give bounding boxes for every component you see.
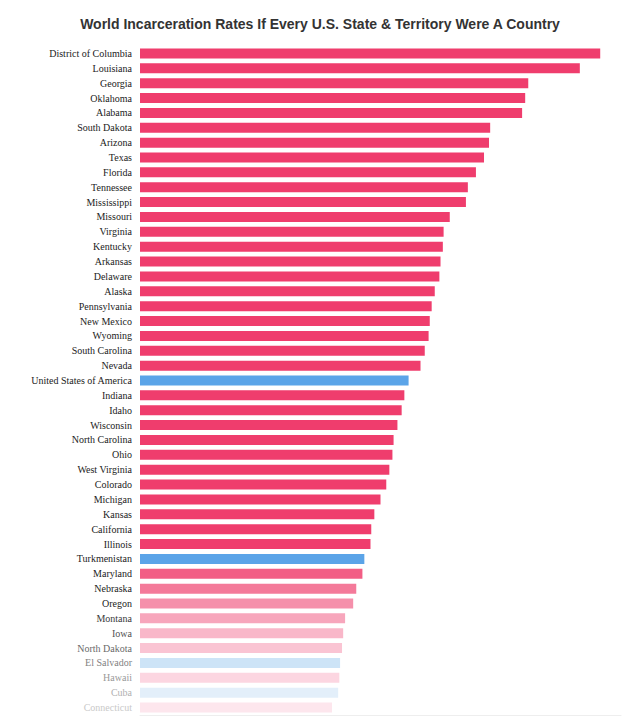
svg-text:Montana: Montana bbox=[96, 613, 132, 624]
svg-text:Kentucky: Kentucky bbox=[93, 241, 132, 252]
svg-text:Mississippi: Mississippi bbox=[86, 197, 132, 208]
svg-text:Delaware: Delaware bbox=[94, 271, 133, 282]
svg-text:North Carolina: North Carolina bbox=[72, 434, 133, 445]
svg-text:North Dakota: North Dakota bbox=[77, 643, 132, 654]
svg-text:Texas: Texas bbox=[109, 152, 132, 163]
svg-text:Wisconsin: Wisconsin bbox=[90, 420, 132, 431]
svg-text:Kansas: Kansas bbox=[103, 509, 132, 520]
svg-text:West Virginia: West Virginia bbox=[77, 464, 132, 475]
svg-text:United States of America: United States of America bbox=[31, 375, 132, 386]
svg-text:Arkansas: Arkansas bbox=[95, 256, 132, 267]
svg-text:Michigan: Michigan bbox=[94, 494, 132, 505]
svg-text:New Mexico: New Mexico bbox=[80, 316, 132, 327]
svg-text:El Salvador: El Salvador bbox=[85, 657, 133, 668]
svg-text:Iowa: Iowa bbox=[112, 628, 133, 639]
svg-text:Nevada: Nevada bbox=[101, 360, 132, 371]
svg-text:Missouri: Missouri bbox=[96, 211, 132, 222]
svg-text:Ohio: Ohio bbox=[112, 449, 132, 460]
svg-text:Tennessee: Tennessee bbox=[91, 182, 133, 193]
svg-text:Nebraska: Nebraska bbox=[94, 583, 132, 594]
svg-text:Wyoming: Wyoming bbox=[93, 330, 132, 341]
svg-text:Arizona: Arizona bbox=[100, 137, 133, 148]
svg-text:Indiana: Indiana bbox=[102, 390, 133, 401]
svg-text:Connecticut: Connecticut bbox=[84, 702, 133, 713]
svg-text:South Carolina: South Carolina bbox=[72, 345, 133, 356]
svg-text:Virginia: Virginia bbox=[99, 226, 132, 237]
svg-text:Alabama: Alabama bbox=[96, 107, 133, 118]
svg-text:World Incarceration Rates If E: World Incarceration Rates If Every U.S. … bbox=[80, 16, 560, 32]
svg-text:Alaska: Alaska bbox=[104, 286, 132, 297]
svg-text:Maryland: Maryland bbox=[93, 568, 132, 579]
svg-text:Turkmenistan: Turkmenistan bbox=[77, 553, 132, 564]
svg-text:Illinois: Illinois bbox=[104, 539, 132, 550]
svg-text:Idaho: Idaho bbox=[109, 405, 132, 416]
svg-text:Cuba: Cuba bbox=[111, 687, 133, 698]
svg-text:South Dakota: South Dakota bbox=[77, 122, 132, 133]
svg-text:District of Columbia: District of Columbia bbox=[49, 48, 132, 59]
svg-text:Louisiana: Louisiana bbox=[93, 63, 133, 74]
svg-text:Florida: Florida bbox=[103, 167, 132, 178]
svg-text:Colorado: Colorado bbox=[95, 479, 132, 490]
svg-text:Oklahoma: Oklahoma bbox=[90, 93, 132, 104]
svg-text:Oregon: Oregon bbox=[102, 598, 132, 609]
svg-text:Pennsylvania: Pennsylvania bbox=[79, 301, 133, 312]
svg-text:California: California bbox=[91, 524, 132, 535]
svg-text:Hawaii: Hawaii bbox=[103, 672, 132, 683]
svg-text:Georgia: Georgia bbox=[100, 78, 133, 89]
